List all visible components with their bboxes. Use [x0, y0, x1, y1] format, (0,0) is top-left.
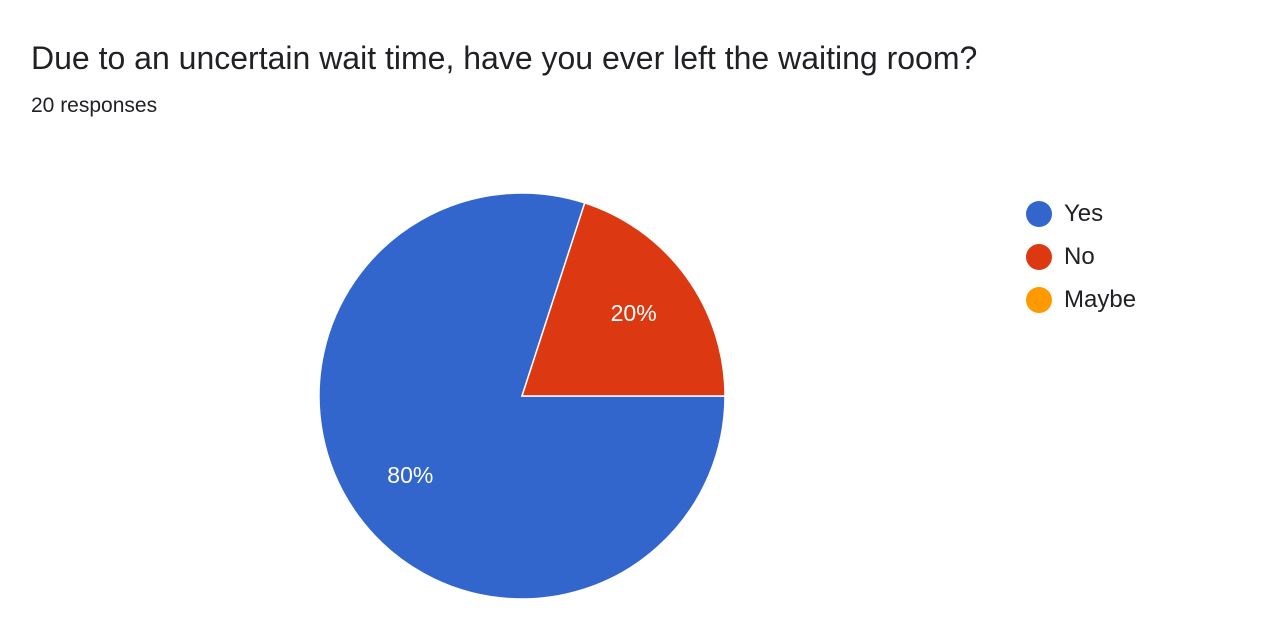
- pie-label-yes: 80%: [387, 462, 433, 488]
- legend-item-yes[interactable]: Yes: [1026, 192, 1136, 235]
- legend-swatch-maybe: [1026, 286, 1052, 313]
- legend-label-maybe: Maybe: [1064, 285, 1137, 313]
- legend-label-no: No: [1064, 242, 1095, 270]
- legend-swatch-no: [1026, 243, 1052, 270]
- legend-swatch-yes: [1026, 200, 1052, 227]
- legend-item-no[interactable]: No: [1026, 235, 1136, 278]
- pie-slice-no[interactable]: [520, 201, 726, 397]
- legend-label-yes: Yes: [1064, 199, 1104, 227]
- pie-label-no: 20%: [611, 300, 657, 326]
- chart-legend: Yes No Maybe: [1026, 192, 1136, 321]
- response-count: 20 responses: [31, 94, 158, 117]
- legend-item-maybe[interactable]: Maybe: [1026, 278, 1136, 321]
- chart-title: Due to an uncertain wait time, have you …: [31, 40, 978, 76]
